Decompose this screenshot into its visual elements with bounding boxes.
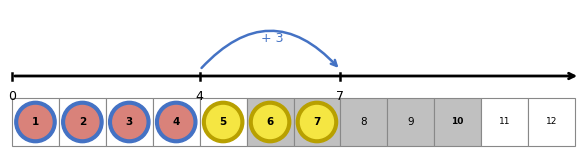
Bar bbox=[12, 98, 59, 146]
Text: 4: 4 bbox=[173, 117, 180, 127]
Circle shape bbox=[15, 101, 56, 143]
Circle shape bbox=[62, 101, 103, 143]
Bar bbox=[293, 98, 340, 146]
Text: 6: 6 bbox=[266, 117, 273, 127]
Circle shape bbox=[296, 101, 338, 143]
Bar bbox=[153, 98, 199, 146]
Text: + 3: + 3 bbox=[261, 32, 283, 45]
Text: 1: 1 bbox=[32, 117, 39, 127]
Text: 7: 7 bbox=[336, 90, 345, 103]
Text: 0: 0 bbox=[8, 90, 16, 103]
Circle shape bbox=[300, 105, 333, 138]
Circle shape bbox=[250, 101, 291, 143]
Text: 11: 11 bbox=[499, 117, 510, 126]
Text: 7: 7 bbox=[313, 117, 321, 127]
Text: 9: 9 bbox=[408, 117, 414, 127]
Bar bbox=[481, 98, 528, 146]
Text: 4: 4 bbox=[196, 90, 203, 103]
Circle shape bbox=[254, 105, 287, 138]
Text: 8: 8 bbox=[360, 117, 367, 127]
Circle shape bbox=[160, 105, 193, 138]
Text: 2: 2 bbox=[79, 117, 86, 127]
Circle shape bbox=[66, 105, 99, 138]
Bar bbox=[247, 98, 293, 146]
Circle shape bbox=[156, 101, 197, 143]
Bar bbox=[387, 98, 434, 146]
Bar bbox=[528, 98, 575, 146]
Bar bbox=[434, 98, 481, 146]
Text: 3: 3 bbox=[126, 117, 133, 127]
Text: 10: 10 bbox=[451, 117, 464, 126]
Circle shape bbox=[19, 105, 52, 138]
Text: 12: 12 bbox=[546, 117, 557, 126]
Bar bbox=[59, 98, 106, 146]
Text: 5: 5 bbox=[220, 117, 227, 127]
Circle shape bbox=[108, 101, 150, 143]
Circle shape bbox=[206, 105, 240, 138]
Bar bbox=[340, 98, 387, 146]
Circle shape bbox=[202, 101, 244, 143]
Circle shape bbox=[113, 105, 146, 138]
Bar bbox=[106, 98, 153, 146]
Bar bbox=[199, 98, 247, 146]
